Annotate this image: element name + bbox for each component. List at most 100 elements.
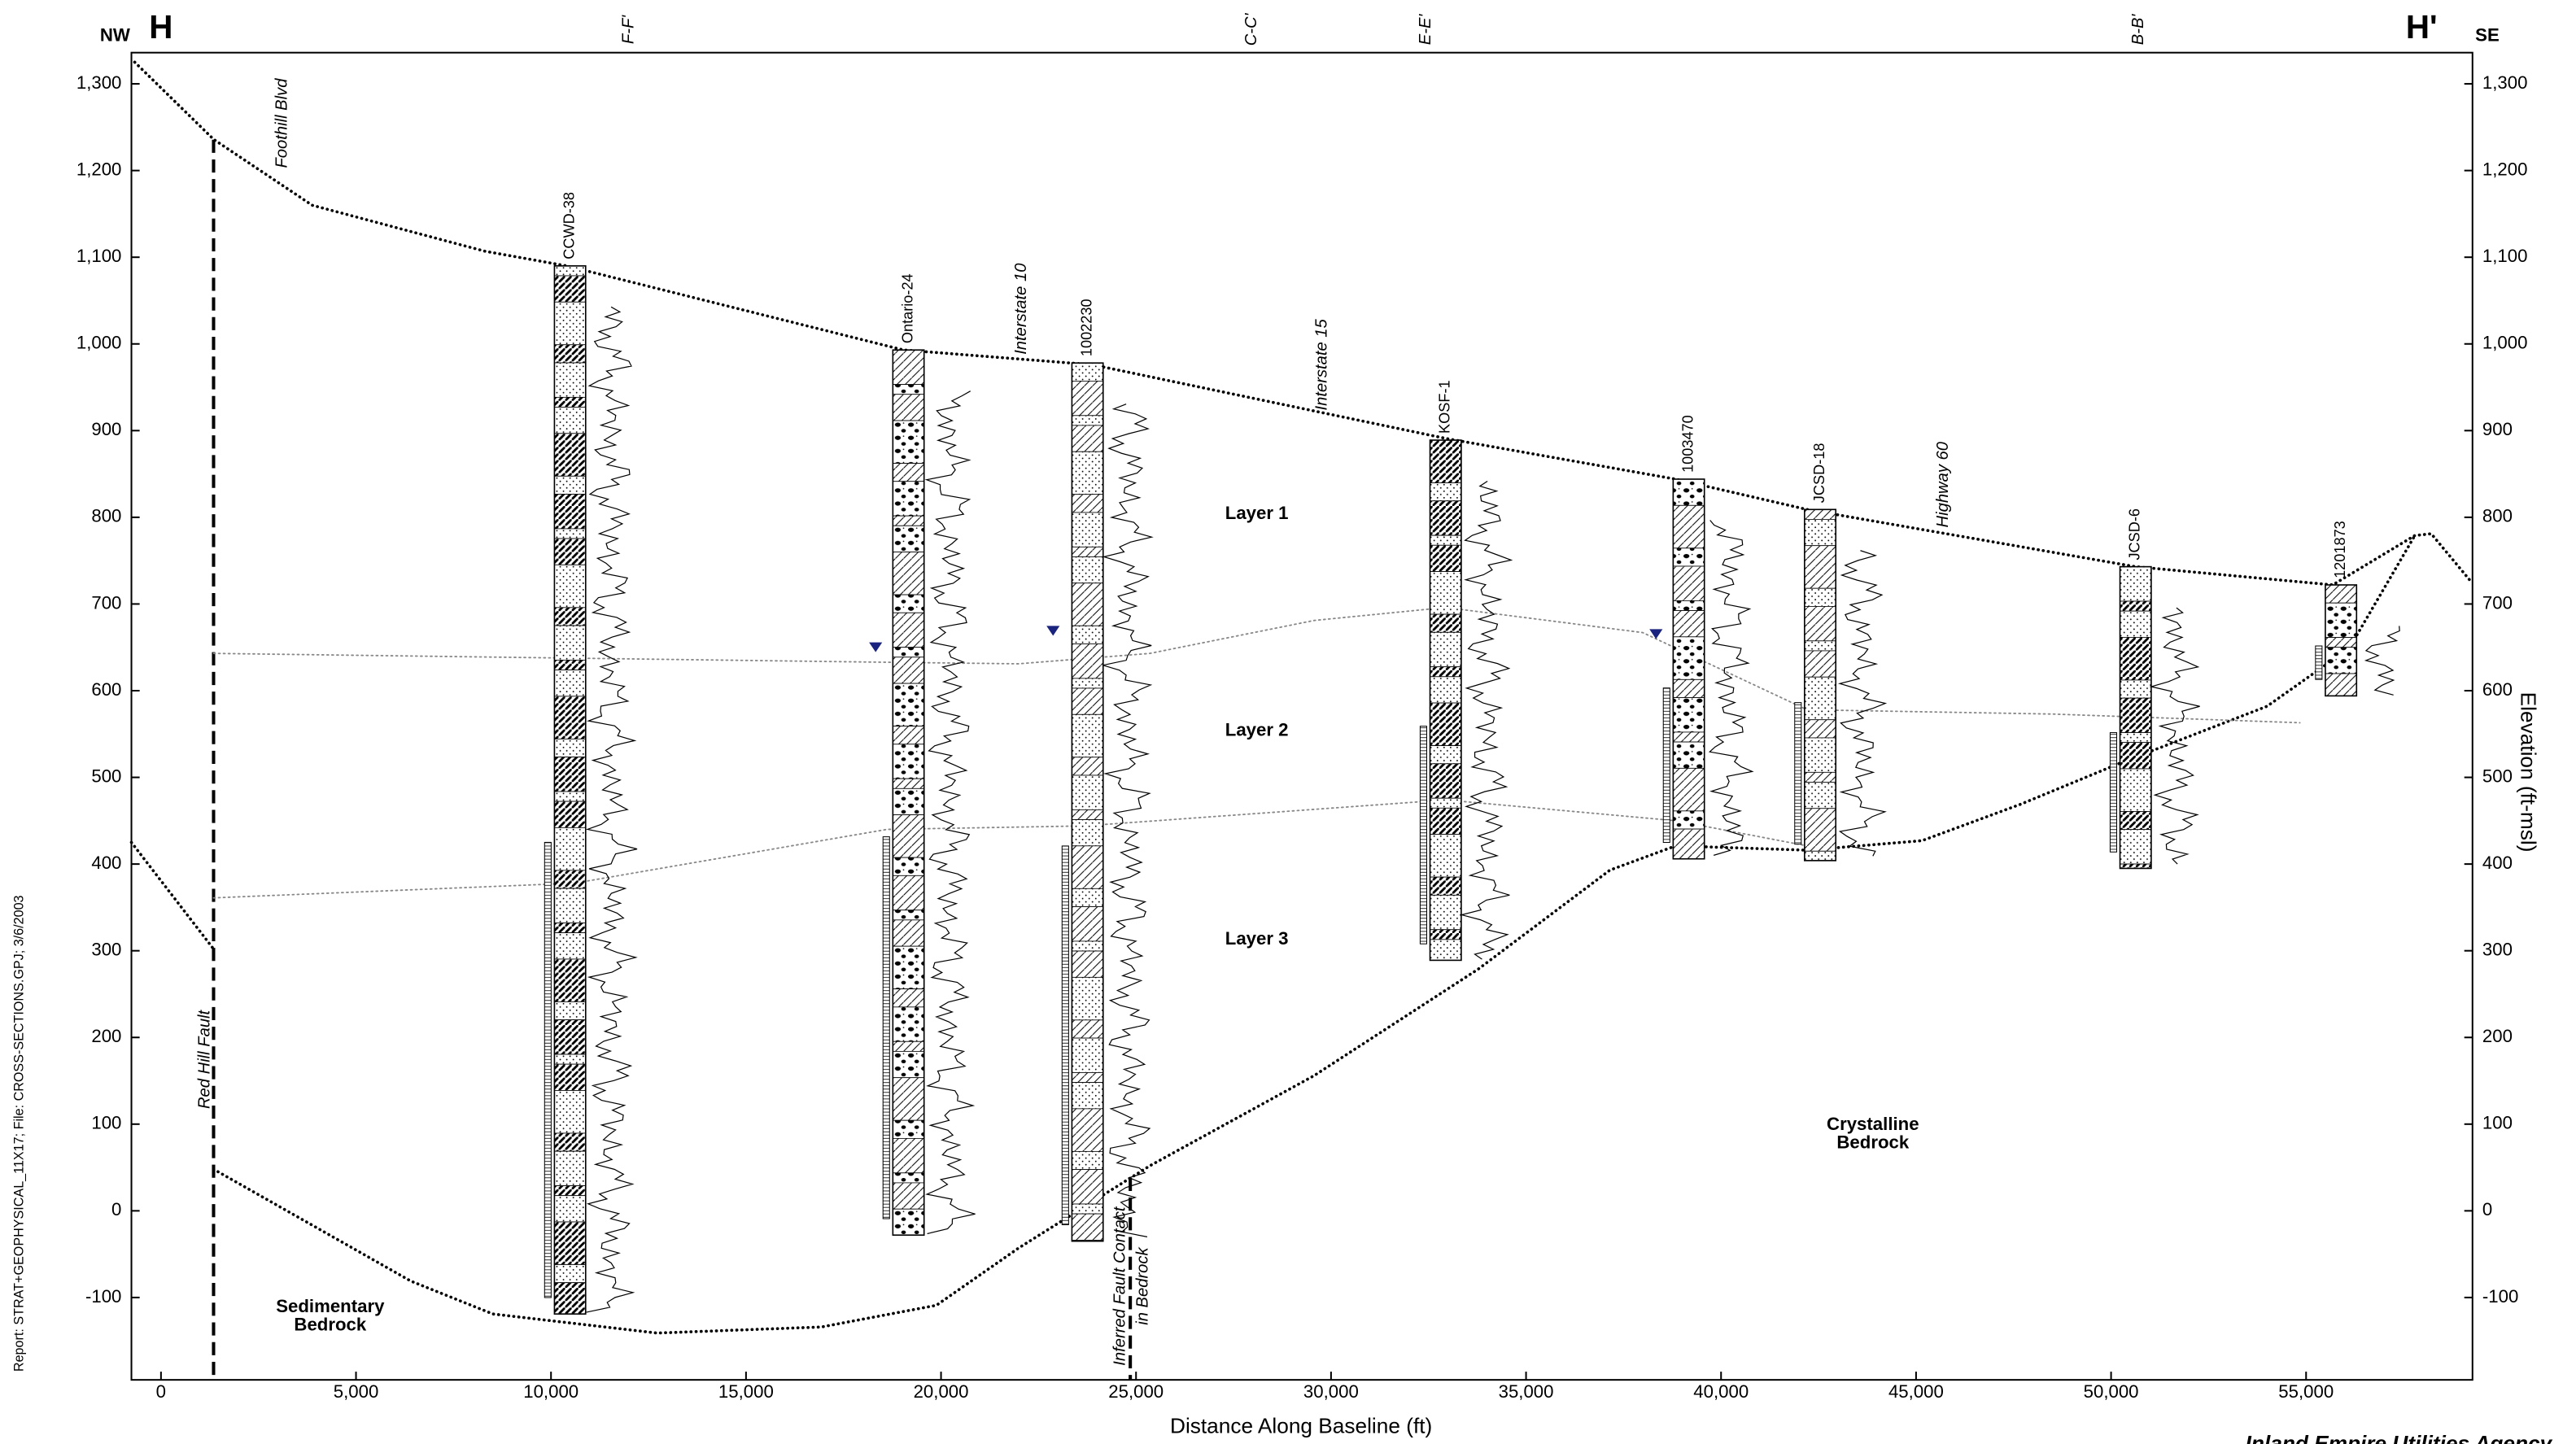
lithology <box>2325 585 2356 603</box>
well: Ontario-24 <box>883 273 975 1235</box>
lithology <box>1072 714 1102 757</box>
x-tick-label: 50,000 <box>2084 1381 2139 1402</box>
lithology <box>2120 743 2151 769</box>
lithology <box>893 788 923 814</box>
lithology <box>893 552 923 595</box>
well-screen <box>883 837 889 1219</box>
lithology <box>554 345 585 363</box>
lithology <box>1072 678 1102 688</box>
well-screen <box>1795 703 1801 844</box>
lithology <box>1430 808 1461 834</box>
x-axis-label: Distance Along Baseline (ft) <box>1170 1414 1432 1438</box>
lithology <box>1805 588 1836 606</box>
lithology <box>554 495 585 529</box>
x-tick-label: 55,000 <box>2278 1381 2334 1402</box>
well-name: KOSF-1 <box>1437 380 1453 434</box>
y-tick-label: 400 <box>91 853 121 873</box>
lithology <box>1805 606 1836 640</box>
geophysical-log <box>587 307 637 1312</box>
lithology <box>1805 720 1836 738</box>
annotation: in Bedrock <box>1134 1246 1152 1324</box>
geophysical-log <box>927 391 976 1234</box>
lithology <box>1805 782 1836 808</box>
lithology <box>554 801 585 827</box>
water-level <box>869 643 882 652</box>
lithology <box>2120 637 2151 679</box>
lithology <box>554 870 585 888</box>
lithology <box>893 421 923 463</box>
y-tick-label: 300 <box>91 940 121 960</box>
well: JCSD-6 <box>2110 508 2199 868</box>
lithology <box>2120 601 2151 611</box>
y-tick-label-right: 300 <box>2482 940 2513 960</box>
y-tick-label: 1,300 <box>76 72 122 93</box>
y-tick-label-right: 100 <box>2482 1113 2513 1133</box>
lithology <box>893 350 923 384</box>
lithology <box>1430 632 1461 666</box>
y-tick-label: 700 <box>91 592 121 613</box>
lithology <box>893 989 923 1007</box>
well-screen <box>544 842 551 1298</box>
lithology <box>2120 567 2151 601</box>
lithology <box>1805 738 1836 772</box>
x-tick-label: 35,000 <box>1499 1381 1554 1402</box>
lithology <box>893 482 923 516</box>
lithology <box>554 1283 585 1314</box>
lithology <box>554 476 585 494</box>
lithology <box>1072 1020 1102 1038</box>
lithology <box>893 613 923 647</box>
lithology <box>1430 940 1461 961</box>
lithology <box>1072 363 1102 381</box>
lithology <box>893 1173 923 1183</box>
footer-right: Inland Empire Utilities Agency <box>2246 1431 2553 1444</box>
lithology <box>554 739 585 757</box>
lithology <box>2325 603 2356 637</box>
geophysical-log <box>1840 551 1885 857</box>
lithology <box>1673 742 1704 768</box>
y-tick-label-right: 1,200 <box>2482 159 2528 179</box>
lithology <box>554 1222 585 1264</box>
lithology <box>554 1151 585 1185</box>
y-tick-label: 500 <box>91 766 121 786</box>
lithology <box>893 657 923 683</box>
lithology <box>893 516 923 526</box>
chart: 05,00010,00015,00020,00025,00030,00035,0… <box>0 0 2576 1444</box>
lithology <box>554 565 585 607</box>
lithology <box>554 792 585 801</box>
lithology <box>1805 651 1836 677</box>
lithology <box>554 933 585 959</box>
geophysical-log <box>2151 608 2200 864</box>
y-tick-label-right: 1,300 <box>2482 72 2528 93</box>
lithology <box>554 1186 585 1196</box>
lithology <box>1430 483 1461 501</box>
lithology <box>554 397 585 407</box>
well-name: CCWD-38 <box>561 192 577 260</box>
lithology <box>1072 941 1102 951</box>
lithology <box>554 1001 585 1019</box>
lithology <box>893 683 923 726</box>
lithology <box>2120 769 2151 811</box>
lithology <box>1805 519 1836 545</box>
lithology <box>893 910 923 920</box>
lithology <box>1430 764 1461 798</box>
page: {"chart_data": { "type": "line", "labels… <box>0 0 2576 1444</box>
lithology <box>1430 703 1461 745</box>
y-tick-label: 100 <box>91 1113 121 1133</box>
lithology <box>554 923 585 932</box>
well-screen <box>1663 688 1670 843</box>
x-tick-label: 10,000 <box>523 1381 579 1402</box>
right-title: H' <box>2406 8 2438 46</box>
lithology <box>1072 556 1102 582</box>
lithology <box>1072 583 1102 626</box>
well: 1002230 <box>1062 299 1151 1241</box>
lithology <box>1072 1151 1102 1169</box>
well-name: Ontario-24 <box>899 273 915 343</box>
x-tick-label: 30,000 <box>1303 1381 1359 1402</box>
lithology <box>1072 1109 1102 1151</box>
lithology <box>893 857 923 875</box>
lithology <box>554 626 585 660</box>
lithology <box>1430 501 1461 535</box>
lithology <box>1072 1204 1102 1214</box>
lithology <box>1673 548 1704 566</box>
lithology <box>893 920 923 946</box>
